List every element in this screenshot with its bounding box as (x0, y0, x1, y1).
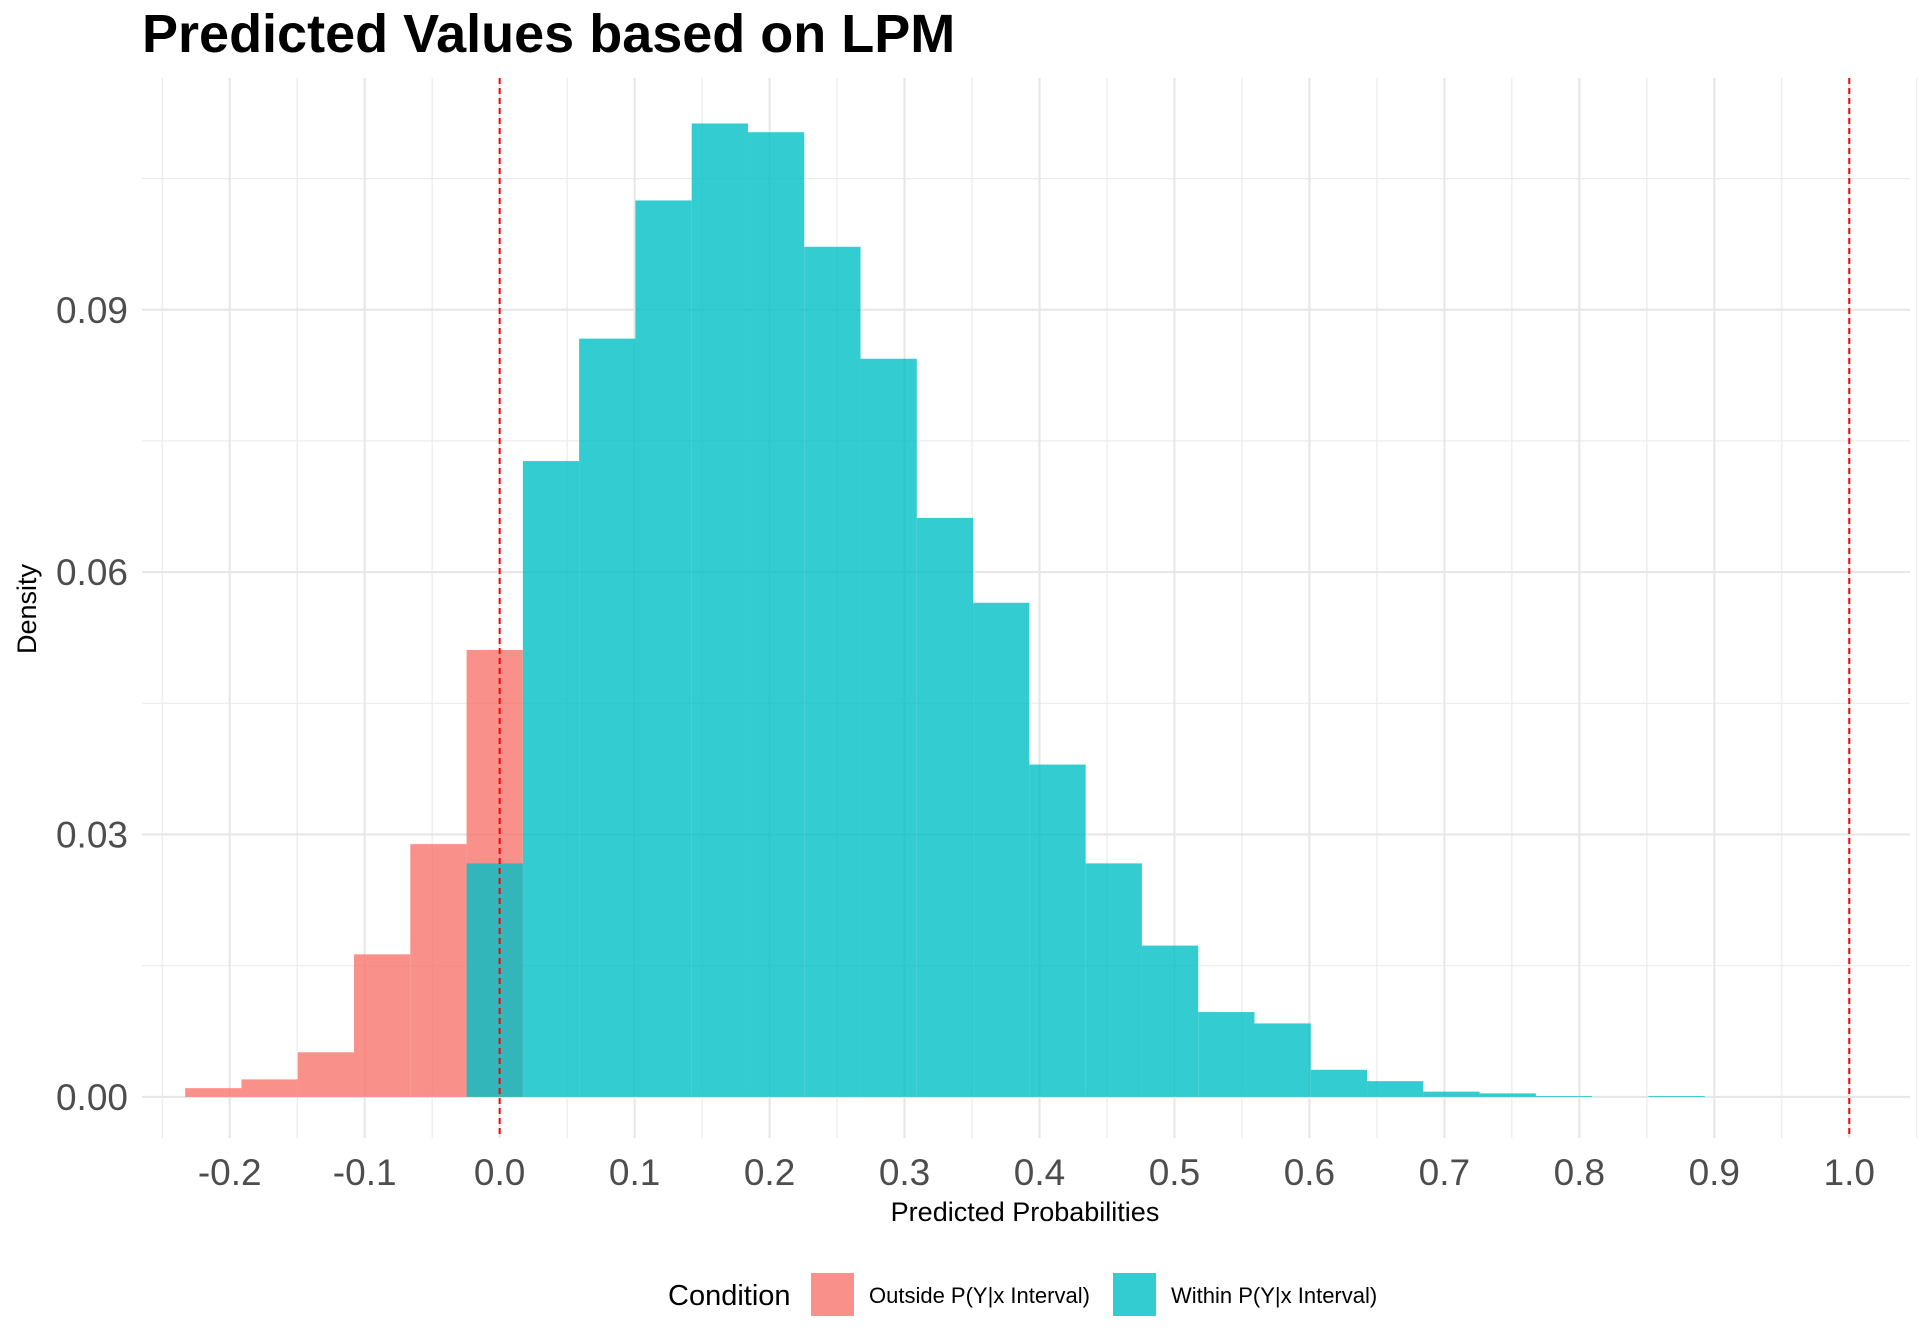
x-tick-label: -0.1 (333, 1152, 397, 1193)
x-tick-label: 0.5 (1149, 1152, 1200, 1193)
histogram-bar-outside (297, 1052, 355, 1097)
x-tick-label: -0.2 (198, 1152, 262, 1193)
x-tick-label: 1.0 (1824, 1152, 1875, 1193)
legend: Condition Outside P(Y|x Interval) Within … (668, 1273, 1377, 1316)
histogram-bar-within (804, 246, 861, 1097)
y-tick-label: 0.00 (56, 1077, 128, 1118)
bars (185, 123, 1705, 1097)
histogram-bar-outside (241, 1079, 298, 1097)
x-tick-label: 0.0 (474, 1152, 525, 1193)
legend-key-within (1113, 1273, 1156, 1316)
x-tick-label: 0.1 (609, 1152, 660, 1193)
legend-key-outside (811, 1273, 854, 1316)
x-axis-ticks: -0.2 -0.1 0.0 0.1 0.2 0.3 0.4 0.5 0.6 0.7 0.8 0.9 1.… (198, 1152, 1875, 1193)
y-axis-ticks: 0.00 0.03 0.06 0.09 (56, 290, 128, 1118)
histogram-bar-within (916, 517, 974, 1097)
x-tick-label: 0.2 (744, 1152, 795, 1193)
y-tick-label: 0.09 (56, 290, 128, 331)
chart-title: Predicted Values based on LPM (142, 4, 955, 64)
histogram-bar-within (1029, 764, 1086, 1097)
histogram-bar-within (1310, 1069, 1368, 1097)
histogram-bar-outside (410, 844, 467, 1097)
histogram-bar-within (1085, 863, 1142, 1097)
x-tick-label: 0.8 (1554, 1152, 1605, 1193)
reference-lines (498, 78, 1851, 1138)
y-tick-label: 0.03 (56, 815, 128, 856)
histogram-bar-within (579, 338, 636, 1097)
x-tick-label: 0.7 (1419, 1152, 1470, 1193)
x-tick-label: 0.4 (1014, 1152, 1065, 1193)
y-axis-label: Density (12, 563, 42, 654)
histogram-bar-within (747, 132, 805, 1097)
histogram-bar-within (522, 461, 580, 1097)
histogram-bar-outside (185, 1088, 242, 1097)
histogram-bar-outside (354, 954, 411, 1097)
legend-title: Condition (668, 1280, 791, 1312)
y-tick-label: 0.06 (56, 552, 128, 593)
histogram-bar-within (1254, 1023, 1311, 1097)
histogram-bar-within (1423, 1091, 1480, 1097)
histogram-bar-within (1198, 1012, 1255, 1097)
histogram-bar-within (1535, 1096, 1593, 1097)
histogram-bar-within (1141, 945, 1199, 1097)
histogram-bar-within (973, 602, 1030, 1097)
x-tick-label: 0.9 (1689, 1152, 1740, 1193)
x-tick-label: 0.6 (1284, 1152, 1335, 1193)
x-axis-label: Predicted Probabilities (891, 1197, 1160, 1227)
histogram-bar-within (1367, 1081, 1424, 1097)
legend-label-within: Within P(Y|x Interval) (1171, 1283, 1377, 1308)
x-tick-label: 0.3 (879, 1152, 930, 1193)
histogram-bar-within (466, 863, 523, 1097)
histogram-bar-within (860, 358, 917, 1097)
legend-label-outside: Outside P(Y|x Interval) (869, 1283, 1090, 1308)
histogram-bar-within (691, 123, 748, 1097)
histogram-bar-within (635, 200, 692, 1097)
histogram-bar-within (1479, 1093, 1536, 1097)
histogram-bar-within (1648, 1096, 1705, 1097)
